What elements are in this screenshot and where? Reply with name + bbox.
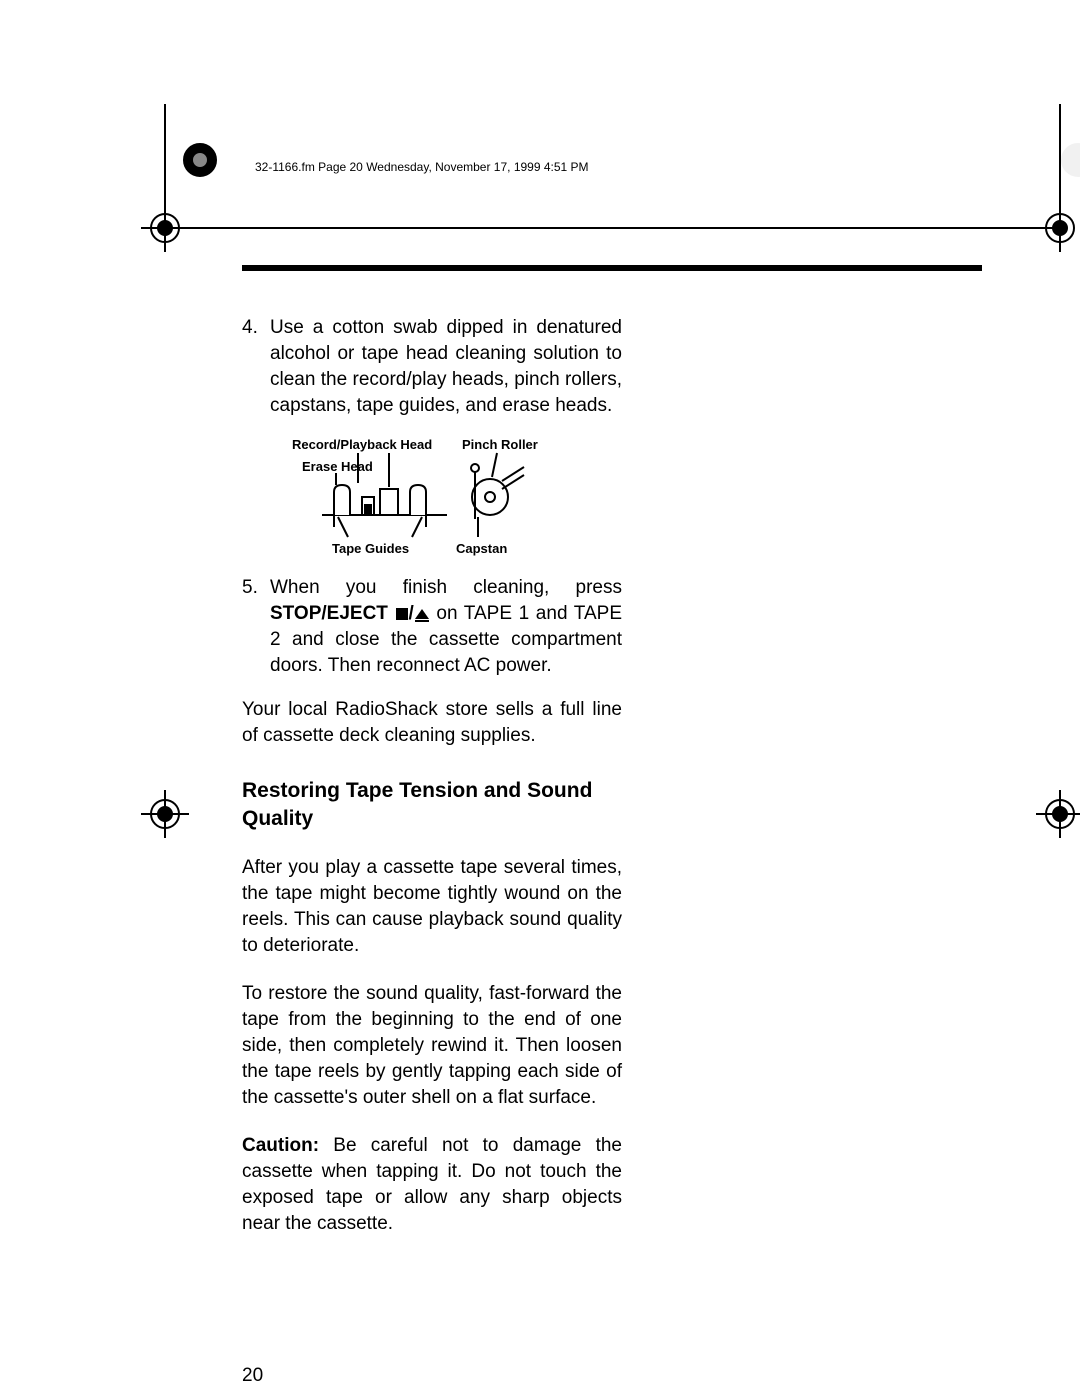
- diagram-svg: [292, 437, 562, 557]
- page: 32-1166.fm Page 20 Wednesday, November 1…: [0, 0, 1080, 1397]
- stop-icon: [396, 608, 408, 620]
- step-text: When you finish cleaning, press STOP/EJE…: [270, 575, 622, 679]
- stop-eject-label: STOP/EJECT: [270, 603, 395, 624]
- header-meta: 32-1166.fm Page 20 Wednesday, November 1…: [255, 160, 589, 174]
- radioshack-note: Your local RadioShack store sells a full…: [242, 697, 622, 749]
- tape-head-diagram: Record/Playback Head Pinch Roller Erase …: [292, 437, 562, 557]
- step-text: Use a cotton swab dipped in denatured al…: [270, 315, 622, 419]
- page-number: 20: [242, 1365, 263, 1387]
- caution-label: Caution:: [242, 1135, 319, 1156]
- step5-pre: When you finish cleaning, press: [270, 577, 622, 598]
- step-number: 5.: [242, 575, 270, 679]
- para-tension-2: To restore the sound quality, fast-forwa…: [242, 981, 622, 1111]
- slash: /: [409, 603, 414, 624]
- step-5: 5. When you finish cleaning, press STOP/…: [242, 575, 622, 679]
- step-number: 4.: [242, 315, 270, 419]
- horizontal-rule: [242, 265, 982, 271]
- step-4: 4. Use a cotton swab dipped in denatured…: [242, 315, 622, 419]
- section-heading: Restoring Tape Tension and Sound Quality: [242, 777, 622, 833]
- main-column: 4. Use a cotton swab dipped in denatured…: [242, 315, 622, 1259]
- caution-para: Caution: Be careful not to damage the ca…: [242, 1133, 622, 1237]
- para-tension-1: After you play a cassette tape several t…: [242, 855, 622, 959]
- eject-icon: [415, 609, 429, 619]
